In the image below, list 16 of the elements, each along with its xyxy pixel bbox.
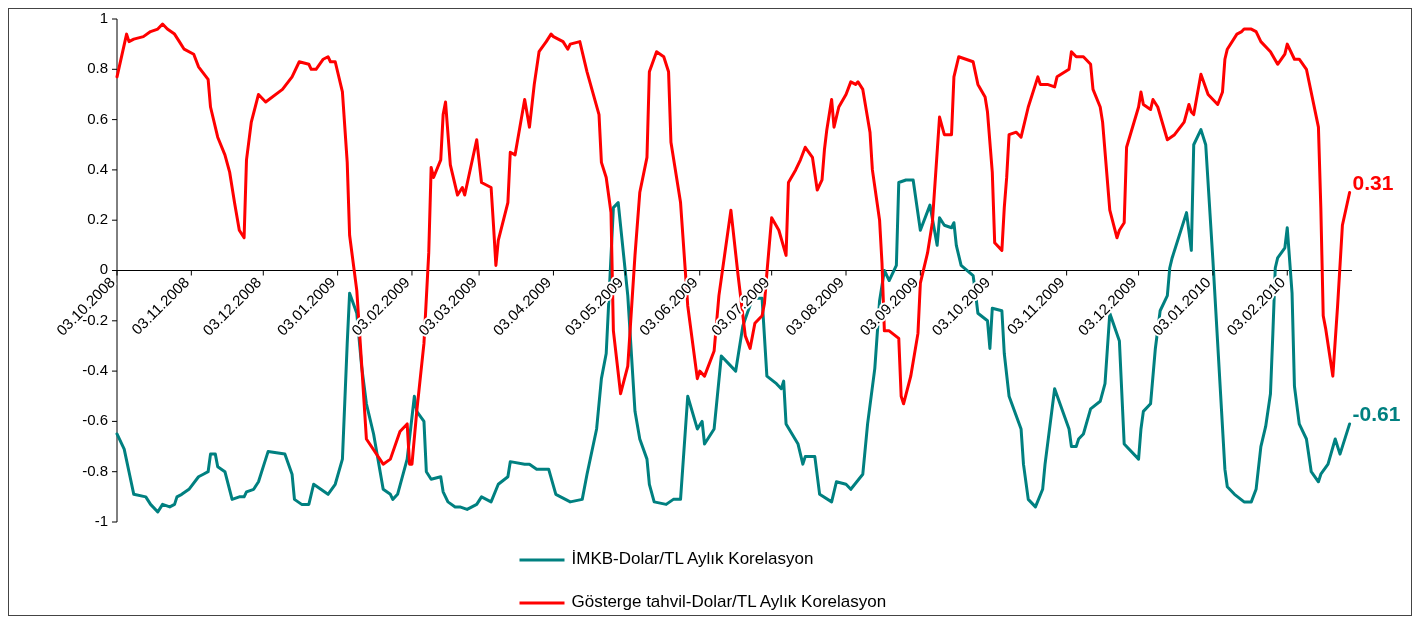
y-tick-label: -1 <box>94 511 108 529</box>
line-series <box>115 22 1352 466</box>
y-tick-label: 0 <box>99 260 108 278</box>
y-tick-label: 0.2 <box>87 210 108 228</box>
annotation: -0.61 <box>1352 402 1401 426</box>
y-tick-label: 1 <box>99 8 108 26</box>
legend-label: Gösterge tahvil-Dolar/TL Aylık Korelasyon <box>571 592 887 612</box>
y-tick-label: 0.8 <box>87 59 108 77</box>
legend-label: İMKB-Dolar/TL Aylık Korelasyon <box>571 549 814 569</box>
annotation: 0.31 <box>1352 171 1394 195</box>
y-tick-label: 0.6 <box>87 109 108 127</box>
y-tick-label: -0.4 <box>82 361 108 379</box>
line-series <box>115 128 1352 514</box>
y-tick-label: -0.8 <box>82 461 108 479</box>
y-tick-label: 0.4 <box>87 159 108 177</box>
y-tick-label: -0.6 <box>82 411 108 429</box>
